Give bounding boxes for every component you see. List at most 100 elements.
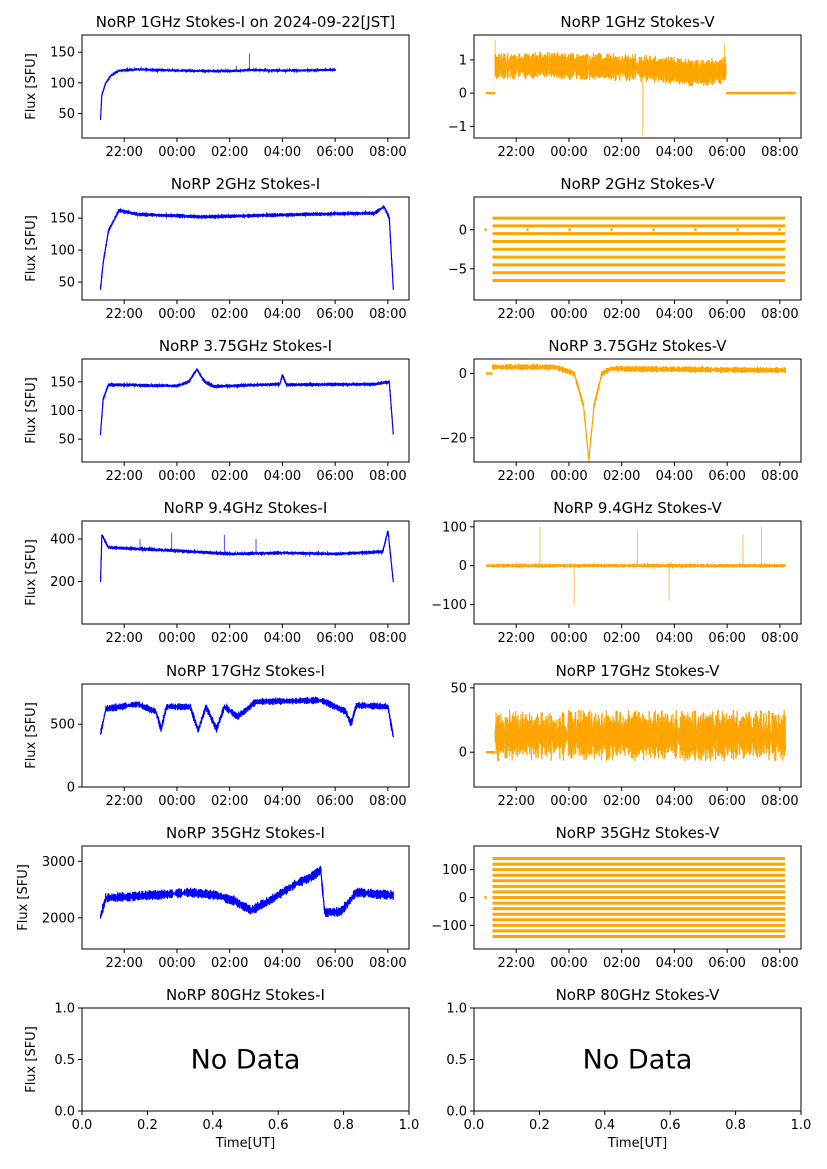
y-axis-label: Flux [SFU] — [24, 53, 39, 120]
panel-3_75GHz-stokes-v: NoRP 3.75GHz Stokes-V −20 0 22:00 00:00 02:00… — [440, 337, 802, 484]
series-line — [99, 204, 394, 290]
y-tick-label: 0 — [459, 367, 467, 382]
x-tick-label: 08:00 — [761, 794, 798, 809]
y-tick-label: 50 — [58, 433, 75, 448]
y-tick-label: 150 — [50, 375, 75, 390]
y-tick-label: 0.5 — [446, 1053, 467, 1068]
y-axis-label: Flux [SFU] — [16, 864, 31, 931]
panel-title: NoRP 2GHz Stokes-I — [171, 175, 320, 193]
series-line — [99, 695, 394, 738]
y-axis-label: Flux [SFU] — [24, 215, 39, 282]
x-tick-label: 00:00 — [158, 307, 195, 322]
x-tick-label: 06:00 — [708, 307, 745, 322]
axes-frame — [473, 196, 802, 301]
axes-frame — [81, 845, 410, 950]
x-tick-label: 0.8 — [333, 1118, 354, 1133]
axes-frame — [81, 34, 410, 139]
panel-title: NoRP 35GHz Stokes-I — [166, 824, 325, 842]
y-tick-label: 0 — [459, 559, 467, 574]
x-tick-label: 0.2 — [137, 1118, 158, 1133]
axes-frame — [81, 683, 410, 788]
x-tick-label: 22:00 — [105, 631, 142, 646]
x-tick-label: 02:00 — [211, 307, 248, 322]
x-tick-label: 0.8 — [725, 1118, 746, 1133]
x-tick-label: 00:00 — [550, 956, 587, 971]
panel-title: NoRP 80GHz Stokes-I — [166, 986, 325, 1004]
x-tick-label: 00:00 — [158, 956, 195, 971]
x-tick-label: 0.0 — [72, 1118, 93, 1133]
x-tick-label: 02:00 — [211, 145, 248, 160]
x-tick-label: 08:00 — [761, 469, 798, 484]
y-tick-label: 2000 — [42, 911, 75, 926]
x-tick-label: 02:00 — [603, 631, 640, 646]
panel-35GHz-stokes-i: NoRP 35GHz Stokes-I 2000 3000 22:00 00:00 02:… — [16, 824, 410, 971]
y-tick-label: 0 — [459, 223, 467, 238]
x-tick-label: 04:00 — [264, 794, 301, 809]
x-tick-label: 02:00 — [211, 631, 248, 646]
x-tick-label: 08:00 — [761, 956, 798, 971]
x-tick-label: 00:00 — [550, 631, 587, 646]
y-tick-label: 150 — [50, 46, 75, 61]
panel-80GHz-stokes-i: NoRP 80GHz Stokes-I No Data 0.0 0.5 1.0 0.0 0.… — [24, 986, 419, 1151]
x-tick-label: 04:00 — [656, 469, 693, 484]
y-tick-label: 100 — [50, 76, 75, 91]
x-tick-label: 06:00 — [708, 956, 745, 971]
x-tick-label: 08:00 — [761, 145, 798, 160]
y-tick-label: 1 — [459, 53, 467, 68]
x-tick-label: 02:00 — [603, 794, 640, 809]
series-line — [99, 66, 336, 121]
panel-1GHz-stokes-i: NoRP 1GHz Stokes-I on 2024-09-22[JST] 50 1… — [24, 13, 410, 160]
plot-area — [484, 857, 796, 938]
y-tick-label: 0 — [67, 781, 75, 796]
x-tick-label: 04:00 — [264, 469, 301, 484]
y-tick-label: 0 — [459, 746, 467, 761]
y-tick-label: 500 — [50, 718, 75, 733]
x-tick-label: 0.4 — [202, 1118, 223, 1133]
y-tick-label: 0.5 — [54, 1053, 75, 1068]
y-tick-label: 0 — [459, 891, 467, 906]
x-tick-label: 06:00 — [708, 794, 745, 809]
x-tick-label: 22:00 — [105, 145, 142, 160]
panel-title: NoRP 9.4GHz Stokes-V — [553, 499, 722, 517]
y-tick-label: −1 — [448, 120, 467, 135]
plot-area — [485, 363, 786, 462]
axes-frame — [473, 34, 802, 139]
panel-17GHz-stokes-v: NoRP 17GHz Stokes-V 0 50 22:00 00:00 02:00 04:… — [450, 662, 802, 809]
x-tick-label: 0.6 — [268, 1118, 289, 1133]
panel-3_75GHz-stokes-i: NoRP 3.75GHz Stokes-I 50 100 150 22:00 00:00 0… — [24, 337, 410, 484]
y-axis-label: Flux [SFU] — [24, 1026, 39, 1093]
panel-title: NoRP 1GHz Stokes-I on 2024-09-22[JST] — [96, 13, 396, 31]
x-tick-label: 06:00 — [316, 794, 353, 809]
x-tick-label: 22:00 — [497, 631, 534, 646]
x-tick-label: 0.0 — [464, 1118, 485, 1133]
x-tick-label: 02:00 — [211, 956, 248, 971]
x-tick-label: 1.0 — [399, 1118, 420, 1133]
x-tick-label: 22:00 — [497, 469, 534, 484]
x-tick-label: 02:00 — [603, 307, 640, 322]
y-tick-label: 0 — [459, 87, 467, 102]
x-tick-label: 06:00 — [708, 145, 745, 160]
x-tick-label: 22:00 — [497, 794, 534, 809]
y-axis-label: Flux [SFU] — [24, 377, 39, 444]
x-tick-label: 22:00 — [105, 469, 142, 484]
axes-frame — [81, 520, 410, 625]
x-tick-label: 22:00 — [497, 307, 534, 322]
plot-area — [485, 39, 796, 137]
series-line — [491, 561, 786, 570]
x-tick-label: 0.6 — [660, 1118, 681, 1133]
x-tick-label: 00:00 — [158, 794, 195, 809]
x-tick-label: 04:00 — [264, 145, 301, 160]
y-tick-label: 100 — [442, 520, 467, 535]
panel-1GHz-stokes-v: NoRP 1GHz Stokes-V −1 0 1 22:00 00:00 02:00 04:… — [448, 13, 802, 160]
panel-title: NoRP 17GHz Stokes-V — [556, 662, 721, 680]
panel-title: NoRP 80GHz Stokes-V — [556, 986, 721, 1004]
x-tick-label: 08:00 — [369, 956, 406, 971]
y-tick-label: 0.0 — [54, 1105, 75, 1120]
panel-title: NoRP 2GHz Stokes-V — [560, 175, 715, 193]
series-bands — [484, 857, 796, 938]
panel-80GHz-stokes-v: NoRP 80GHz Stokes-V No Data 0.0 0.5 1.0 0.0 0.… — [446, 986, 811, 1151]
y-axis-label: Flux [SFU] — [24, 702, 39, 769]
x-tick-label: 1.0 — [791, 1118, 812, 1133]
series-line — [494, 709, 786, 762]
panel-2GHz-stokes-i: NoRP 2GHz Stokes-I 50 100 150 22:00 00:00 02:0… — [24, 175, 410, 322]
